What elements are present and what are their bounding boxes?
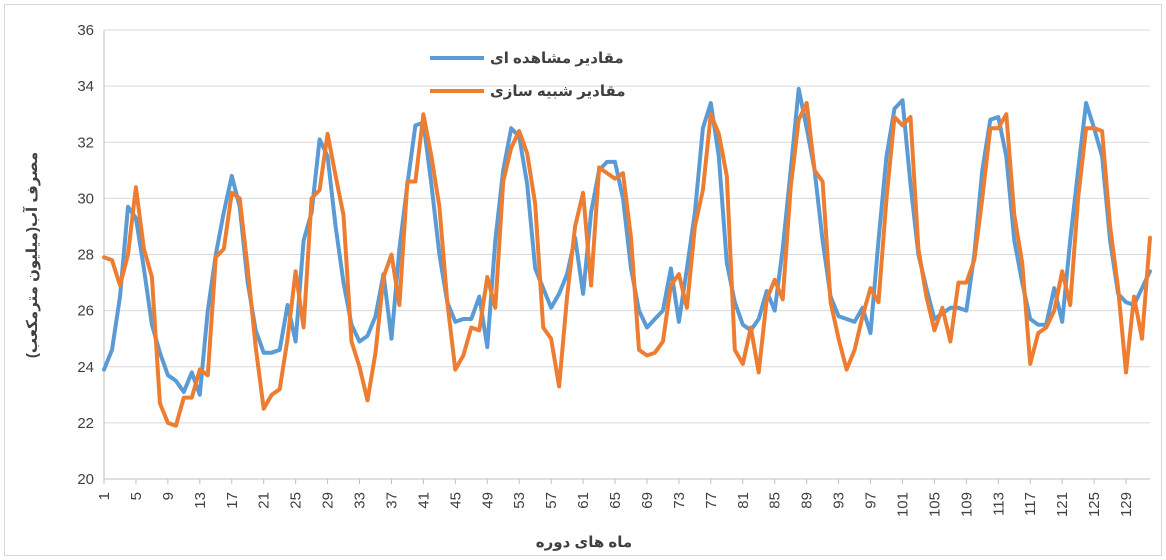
x-tick-label: 73 [671, 492, 688, 509]
x-tick-label: 121 [1054, 492, 1071, 517]
x-tick-label: 17 [224, 492, 241, 509]
x-tick-label: 13 [192, 492, 209, 509]
y-tick-label: 32 [77, 134, 94, 151]
x-tick-label: 37 [383, 492, 400, 509]
x-tick-label: 1 [96, 492, 113, 500]
y-axis-title: مصرف آب(میلیون مترمکعب) [23, 152, 41, 358]
x-tick-label: 129 [1118, 492, 1135, 517]
x-tick-label: 61 [575, 492, 592, 509]
x-tick-label: 41 [415, 492, 432, 509]
y-tick-label: 28 [77, 247, 94, 264]
x-tick-label: 97 [863, 492, 880, 509]
x-tick-label: 101 [894, 492, 911, 517]
y-tick-label: 36 [77, 22, 94, 39]
x-tick-label: 69 [639, 492, 656, 509]
x-tick-label: 117 [1022, 492, 1039, 516]
x-tick-label: 57 [543, 492, 560, 509]
x-tick-label: 65 [607, 492, 624, 509]
y-tick-label: 22 [77, 415, 94, 432]
series-line [102, 101, 1152, 428]
y-tick-label: 20 [77, 471, 94, 488]
y-tick-label: 30 [77, 190, 94, 207]
x-tick-label: 29 [320, 492, 337, 509]
x-tick-label: 53 [511, 492, 528, 509]
legend-label: مقادیر شبیه سازی [490, 83, 626, 100]
x-tick-label: 21 [256, 492, 273, 509]
x-tick-label: 113 [990, 492, 1007, 516]
x-tick-label: 125 [1086, 492, 1103, 517]
x-tick-label: 33 [352, 492, 369, 509]
x-tick-label: 109 [958, 492, 975, 517]
x-tick-label: 93 [831, 492, 848, 509]
x-tick-label: 89 [799, 492, 816, 509]
x-axis-title: ماه های دوره [536, 534, 632, 551]
x-tick-label: 25 [288, 492, 305, 509]
x-tick-label: 85 [767, 492, 784, 509]
y-tick-label: 34 [77, 78, 94, 95]
x-tick-label: 49 [479, 492, 496, 509]
y-tick-label: 24 [77, 359, 94, 376]
x-tick-label: 45 [447, 492, 464, 509]
x-tick-label: 5 [128, 492, 145, 500]
x-tick-label: 105 [926, 492, 943, 517]
x-tick-label: 81 [735, 492, 752, 509]
legend-label: مقادیر مشاهده ای [490, 50, 624, 67]
x-tick-label: 9 [160, 492, 177, 500]
y-tick-label: 26 [77, 303, 94, 320]
x-tick-label: 77 [703, 492, 720, 509]
